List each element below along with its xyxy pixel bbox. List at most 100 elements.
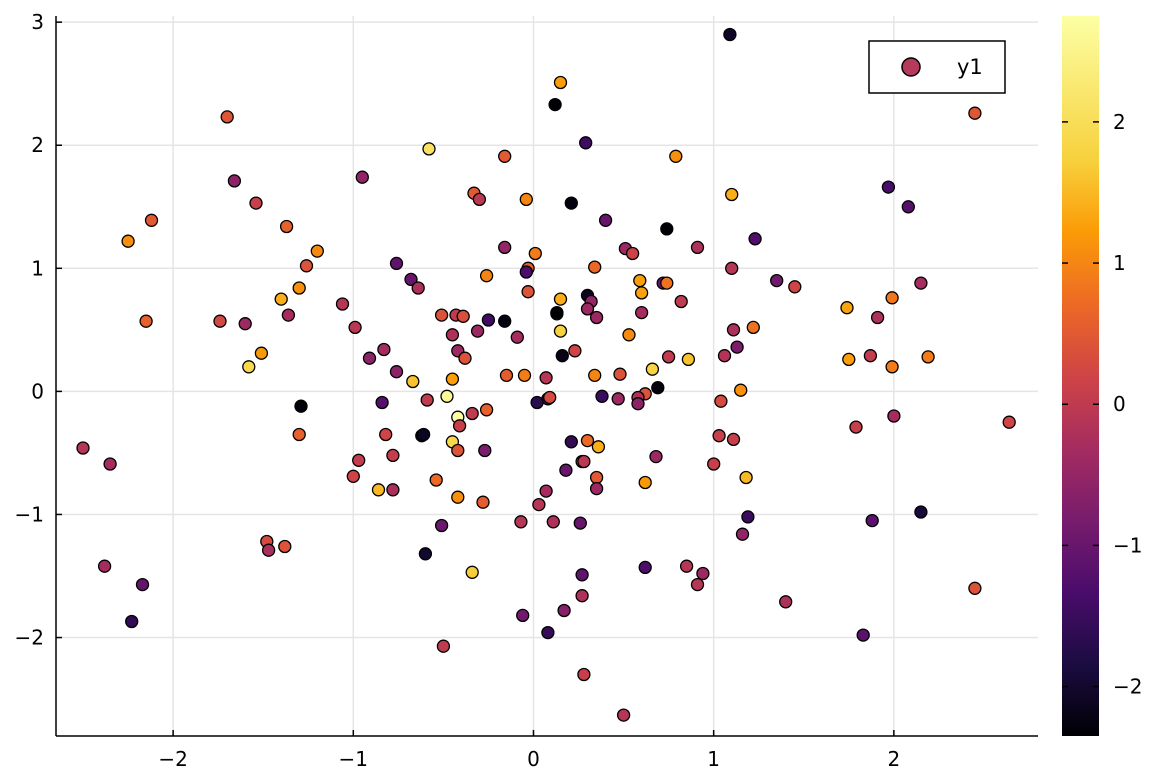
data-point — [121, 234, 135, 248]
data-point — [548, 97, 562, 112]
data-point — [579, 136, 593, 150]
data-point — [557, 603, 571, 618]
y-tick-label: 2 — [31, 133, 44, 157]
colorbar-gradient — [1062, 16, 1099, 736]
data-point — [406, 374, 420, 389]
data-point — [261, 543, 276, 557]
data-point — [553, 324, 568, 338]
data-point — [660, 222, 674, 236]
data-point — [144, 213, 159, 227]
data-point — [434, 308, 449, 322]
data-point — [730, 340, 744, 354]
data-point — [242, 360, 256, 374]
data-point — [278, 539, 292, 554]
legend-marker — [901, 57, 921, 77]
data-point — [479, 269, 494, 283]
x-tick-label: 0 — [527, 747, 540, 771]
data-point — [543, 390, 557, 405]
data-point — [589, 481, 604, 496]
data-point — [517, 368, 532, 383]
data-point — [734, 383, 748, 397]
data-point — [741, 510, 755, 524]
data-point — [418, 547, 433, 561]
data-point — [726, 323, 741, 337]
data-point — [575, 589, 589, 603]
data-point — [725, 187, 739, 202]
data-point — [914, 505, 928, 519]
data-point — [690, 240, 705, 255]
data-point — [274, 292, 288, 306]
y-tick-label: 0 — [31, 379, 44, 403]
data-point — [510, 330, 524, 344]
data-point — [254, 346, 269, 360]
data-point — [674, 294, 688, 309]
y-tick-label: 3 — [31, 10, 44, 34]
data-point — [465, 406, 479, 421]
data-point — [870, 310, 885, 325]
data-point — [968, 106, 982, 120]
data-point — [458, 351, 472, 365]
data-point — [386, 483, 400, 497]
data-point — [1002, 415, 1016, 429]
data-point — [779, 595, 793, 609]
data-point — [429, 473, 443, 487]
colorbar-tick-label: 1 — [1113, 251, 1126, 275]
y-tick-label: 1 — [31, 256, 44, 280]
legend-box — [868, 40, 1006, 94]
data-point — [613, 367, 627, 381]
data-point — [580, 433, 595, 448]
data-point — [863, 349, 878, 363]
data-point — [352, 453, 366, 467]
data-point — [532, 497, 546, 512]
data-point — [346, 469, 360, 483]
data-point — [622, 328, 636, 342]
data-point — [577, 454, 591, 469]
data-point — [294, 399, 308, 413]
data-point — [589, 310, 604, 325]
data-point — [573, 516, 587, 530]
data-point — [404, 272, 418, 287]
data-point — [389, 256, 404, 271]
data-point — [436, 639, 451, 653]
data-point — [885, 360, 899, 374]
data-point — [470, 324, 485, 338]
data-point — [591, 440, 606, 454]
colorbar: −2 −1 0 1 2 — [1062, 16, 1142, 736]
data-point — [595, 389, 609, 403]
data-point — [279, 219, 294, 234]
data-point — [555, 349, 569, 363]
data-point — [371, 483, 386, 497]
data-points — [76, 27, 1016, 722]
data-point — [564, 196, 578, 210]
data-point — [521, 285, 535, 299]
data-point — [634, 286, 649, 300]
data-point — [539, 484, 553, 498]
x-tick-label: 1 — [707, 747, 720, 771]
data-point — [310, 244, 324, 258]
colorbar-tick-label: −1 — [1113, 533, 1142, 557]
data-point — [661, 350, 676, 364]
data-point — [452, 419, 467, 433]
y-tick-label: −2 — [15, 626, 44, 650]
data-point — [714, 394, 728, 408]
data-point — [679, 559, 694, 573]
data-point — [788, 280, 802, 294]
data-point — [440, 389, 454, 403]
data-point — [76, 441, 90, 455]
data-point — [564, 435, 578, 449]
data-point — [568, 344, 582, 358]
data-point — [735, 527, 750, 541]
data-point — [476, 495, 490, 509]
data-point — [559, 463, 573, 477]
data-point — [553, 292, 568, 306]
data-point — [472, 192, 487, 207]
data-point — [375, 395, 389, 410]
data-point — [575, 568, 589, 582]
data-point — [389, 365, 404, 379]
data-point — [723, 27, 737, 42]
data-point — [625, 246, 640, 261]
data-point — [746, 320, 760, 335]
data-point — [645, 362, 660, 376]
data-point — [355, 170, 369, 184]
data-point — [386, 448, 400, 463]
